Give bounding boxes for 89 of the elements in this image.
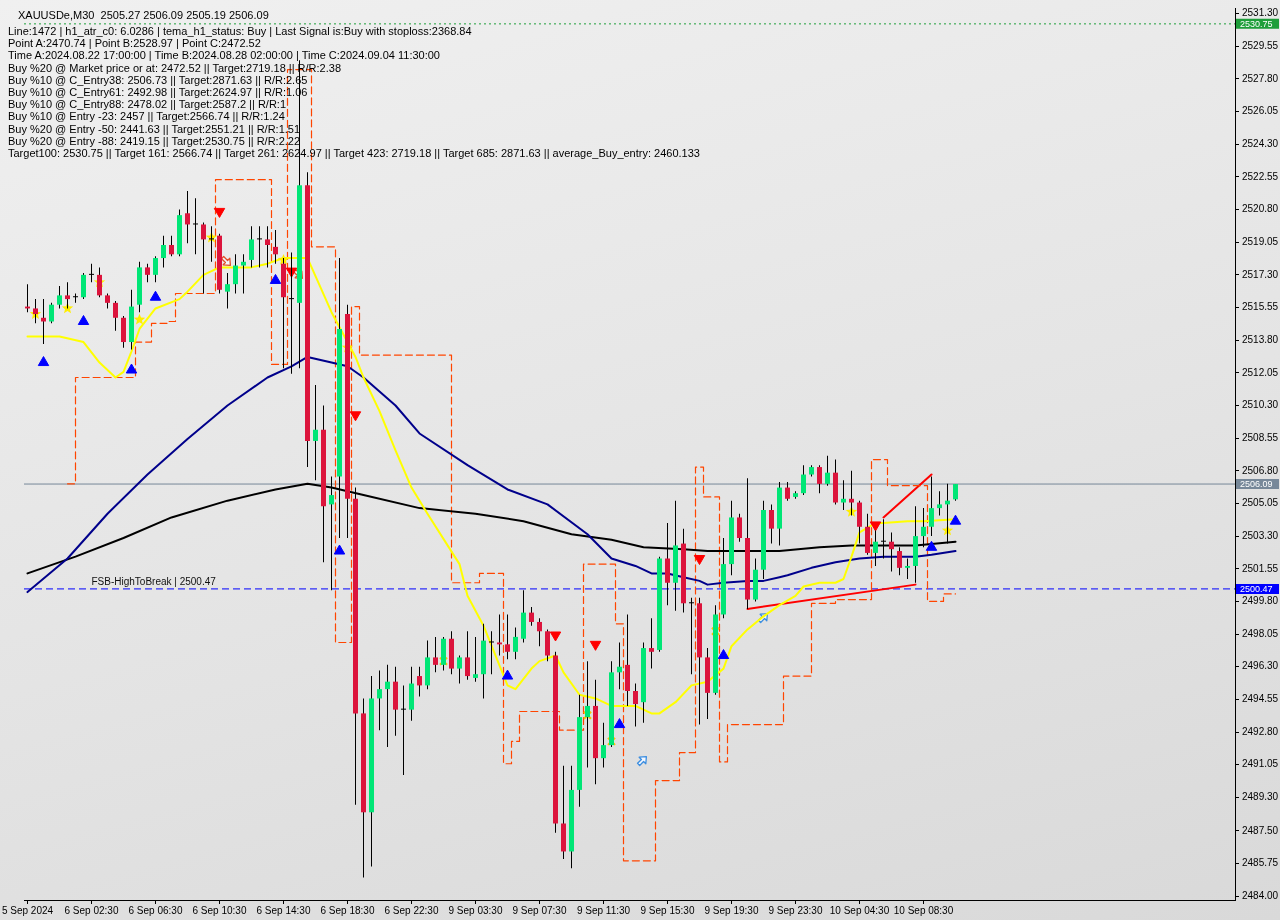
point [582, 710, 593, 720]
candlestick [193, 198, 198, 255]
candlestick [881, 519, 886, 559]
candlestick [289, 252, 294, 374]
point [949, 514, 962, 525]
y-tick-label: 2513.80 [1242, 333, 1279, 345]
annotation: Time A:2024.08.22 17:00:00 | Time B:2024.08.28 02:00:00 | Time C:2024.09.04 11:30:00 [8, 49, 441, 62]
x-tick-label: 9 Sep 23:30 [768, 904, 823, 916]
x-tick-label: 6 Sep 14:30 [256, 904, 311, 916]
y-tick-label: 2492.80 [1242, 725, 1279, 737]
y-tick-label: 2510.30 [1242, 399, 1279, 411]
x-tick-label: 9 Sep 11:30 [576, 904, 631, 916]
candlestick [649, 618, 654, 669]
x-tick-label: 10 Sep 08:30 [893, 904, 954, 916]
point [501, 669, 514, 680]
x-tick-label: 9 Sep 15:30 [640, 904, 695, 916]
point [589, 640, 602, 651]
point [133, 313, 146, 325]
annotation: Buy %20 @ Entry -50: 2441.63 || Target:2551.21 || R/R:1.51 [8, 122, 302, 135]
y-tick-label: 2517.30 [1242, 268, 1279, 280]
annotation: Buy %20 @ Entry -88: 2419.15 || Target:2530.75 || R/R:2.22 [8, 134, 302, 148]
x-tick-label: 9 Sep 03:30 [448, 904, 503, 916]
ref-line-label: 2530.75 [1240, 18, 1273, 29]
point [613, 718, 626, 729]
annotation: Line:1472 | h1_atr_c0: 6.0286 | tema_h1_status: Buy | Last Signal is:Buy with stoploss:2368.84 [8, 25, 473, 38]
y-tick-label: 2531.30 [1242, 7, 1279, 19]
x-tick-label: 6 Sep 22:30 [384, 904, 439, 916]
point [710, 626, 721, 636]
x-tick-label: 9 Sep 19:30 [704, 904, 759, 916]
point [37, 356, 50, 367]
candlestick [257, 226, 262, 268]
x-tick-label: 5 Sep 2024 [1, 904, 54, 916]
y-tick-label: 2529.55 [1242, 40, 1279, 52]
x-tick-label: 6 Sep 18:30 [320, 904, 375, 916]
y-tick-label: 2499.80 [1242, 595, 1279, 607]
y-tick-label: 2520.80 [1242, 203, 1279, 215]
ref-line-label: 2500.47 [1240, 583, 1273, 594]
candlestick [41, 299, 46, 344]
y-tick-label: 2519.05 [1242, 235, 1279, 247]
point [438, 656, 449, 666]
point [77, 315, 90, 326]
annotation: FSB-HighToBreak | 2500.47 [91, 575, 217, 587]
y-tick-label: 2524.30 [1242, 137, 1279, 149]
y-tick-label: 2484.00 [1242, 890, 1279, 902]
y-tick-label: 2527.80 [1242, 72, 1279, 84]
x-tick-label: 6 Sep 10:30 [192, 904, 247, 916]
y-tick-label: 2522.55 [1242, 170, 1279, 182]
chart-title: XAUUSDe,M30 2505.27 2506.09 2505.19 2506.09 [18, 9, 269, 22]
point [333, 544, 346, 555]
y-tick-label: 2508.55 [1242, 431, 1279, 443]
candlestick [585, 661, 590, 768]
point [925, 540, 938, 551]
candlestick [209, 226, 214, 262]
y-tick-label: 2526.05 [1242, 105, 1279, 117]
annotation: Buy %10 @ C_Entry88: 2478.02 || Target:2587.2 || R/R:1 [8, 98, 287, 111]
candlestick [473, 636, 478, 682]
point [149, 290, 162, 301]
y-tick-label: 2515.55 [1242, 301, 1279, 313]
y-tick-label: 2503.30 [1242, 529, 1279, 541]
y-tick-label: 2491.05 [1242, 758, 1279, 770]
point [269, 273, 282, 284]
candlestick [385, 664, 390, 747]
point [125, 363, 138, 374]
candlestick [849, 470, 854, 516]
annotation: Point A:2470.74 | Point B:2528.97 | Point C:2472.52 [8, 37, 262, 50]
candlestick [241, 254, 246, 294]
ref-line-label: 2506.09 [1240, 479, 1273, 490]
candlestick [497, 614, 502, 656]
y-tick-label: 2496.30 [1242, 660, 1279, 672]
y-tick-label: 2487.50 [1242, 824, 1279, 836]
candlestick [689, 597, 694, 675]
x-tick-label: 6 Sep 06:30 [128, 904, 183, 916]
y-tick-label: 2505.05 [1242, 497, 1279, 509]
x-tick-label: 9 Sep 07:30 [512, 904, 567, 916]
y-tick-label: 2494.55 [1242, 693, 1279, 705]
y-tick-label: 2501.55 [1242, 562, 1279, 574]
candlestick [401, 685, 406, 775]
annotation: Buy %10 @ Entry -23: 2457 || Target:2566.74 || R/R:1.24 [8, 110, 286, 123]
point [717, 649, 730, 660]
x-tick-label: 6 Sep 02:30 [64, 904, 119, 916]
y-tick-label: 2512.05 [1242, 366, 1279, 378]
y-tick-label: 2485.75 [1242, 857, 1279, 869]
candlestick [489, 631, 494, 675]
y-tick-label: 2498.05 [1242, 627, 1279, 639]
point [606, 736, 617, 746]
y-tick-label: 2489.30 [1242, 791, 1279, 803]
x-tick-label: 10 Sep 04:30 [829, 904, 890, 916]
y-tick-label: 2506.80 [1242, 464, 1279, 476]
point [213, 207, 226, 218]
